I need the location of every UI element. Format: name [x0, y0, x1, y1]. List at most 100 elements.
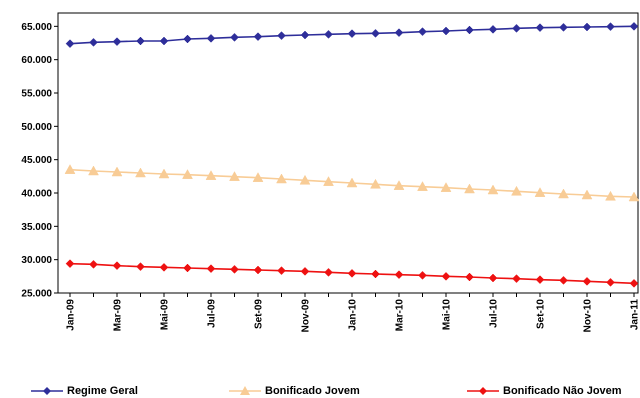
data-point-series-2	[559, 275, 568, 285]
data-point-series-1	[558, 188, 569, 199]
data-point-series-0	[183, 34, 192, 44]
data-point-series-2	[512, 274, 521, 284]
data-point-series-1	[135, 167, 146, 178]
y-tick-label: 35.000	[21, 222, 52, 233]
data-point-series-2	[183, 263, 192, 273]
data-point-series-0	[347, 29, 357, 39]
legend-item: Regime Geral	[30, 384, 138, 398]
x-tick-label: Mai-10	[442, 299, 453, 331]
data-point-series-2	[371, 269, 380, 279]
data-point-series-2	[394, 270, 404, 280]
data-point-series-2	[277, 266, 286, 276]
legend-label: Regime Geral	[67, 385, 138, 397]
data-point-series-0	[441, 26, 451, 36]
x-tick-label: Mar-10	[395, 299, 406, 332]
data-point-series-0	[559, 22, 568, 32]
data-point-series-0	[582, 22, 592, 32]
data-point-series-0	[230, 32, 239, 42]
data-point-series-1	[534, 187, 546, 197]
y-tick-label: 50.000	[21, 122, 52, 133]
data-point-series-1	[487, 184, 499, 195]
data-point-series-0	[606, 22, 615, 32]
x-tick-label: Jan-09	[66, 299, 77, 331]
data-point-series-2	[535, 275, 545, 285]
y-tick-label: 25.000	[21, 289, 52, 300]
data-point-series-1	[299, 174, 311, 185]
data-point-series-1	[158, 168, 170, 179]
data-point-series-0	[253, 32, 263, 42]
data-point-series-2	[65, 259, 75, 269]
y-tick-label: 45.000	[21, 155, 52, 166]
x-tick-label: Jan-10	[348, 299, 359, 331]
legend-swatch	[467, 387, 499, 395]
data-point-series-1	[64, 164, 76, 174]
data-point-series-0	[465, 25, 474, 35]
data-point-series-2	[347, 268, 357, 278]
data-point-series-1	[393, 180, 405, 190]
data-point-series-1	[205, 170, 217, 180]
data-point-series-1	[464, 183, 475, 194]
data-point-series-2	[230, 264, 239, 274]
data-point-series-0	[136, 36, 145, 46]
data-point-series-0	[324, 29, 333, 39]
data-point-series-1	[323, 176, 334, 186]
data-point-series-1	[229, 171, 240, 181]
legend-marker	[43, 387, 51, 395]
legend: Regime Geral Bonificado Jovem Bonificado N…	[0, 384, 640, 398]
data-point-series-2	[441, 271, 451, 281]
data-point-series-2	[112, 261, 122, 271]
x-tick-label: Set-10	[536, 299, 547, 329]
data-point-series-2	[606, 277, 615, 287]
legend-item: Bonificado Jovem	[228, 384, 360, 398]
data-point-series-0	[371, 28, 380, 38]
data-point-series-2	[418, 270, 427, 280]
data-point-series-1	[581, 189, 593, 200]
data-point-series-1	[111, 166, 123, 177]
data-point-series-2	[324, 267, 333, 277]
data-point-series-2	[629, 278, 639, 288]
data-point-series-0	[535, 23, 545, 33]
x-tick-label: Set-09	[254, 299, 265, 329]
data-point-series-2	[488, 273, 498, 283]
data-point-series-0	[488, 24, 498, 34]
y-tick-label: 30.000	[21, 255, 52, 266]
data-point-series-2	[300, 266, 310, 276]
x-tick-label: Jul-10	[489, 299, 500, 328]
y-tick-label: 65.000	[21, 22, 52, 33]
legend-label: Bonificado Não Jovem	[503, 385, 622, 397]
x-tick-label: Mai-09	[160, 299, 171, 331]
data-point-series-0	[159, 36, 169, 46]
data-point-series-1	[440, 182, 452, 192]
data-point-series-2	[206, 264, 216, 274]
plot-area	[57, 12, 639, 294]
data-point-series-0	[512, 23, 521, 33]
data-point-series-1	[370, 178, 381, 189]
data-point-series-0	[418, 27, 427, 37]
data-point-series-0	[629, 21, 639, 31]
y-tick-label: 60.000	[21, 55, 52, 66]
legend-swatch	[229, 386, 261, 395]
data-point-series-1	[276, 173, 287, 184]
x-tick-label: Nov-09	[301, 299, 312, 333]
data-point-series-2	[136, 262, 145, 272]
data-point-series-2	[582, 276, 592, 286]
data-point-series-0	[277, 31, 286, 41]
legend-marker	[479, 387, 487, 395]
x-tick-label: Jul-09	[207, 299, 218, 328]
data-point-series-1	[511, 185, 522, 196]
data-point-series-2	[159, 262, 169, 272]
data-point-series-0	[394, 28, 404, 38]
data-point-series-0	[65, 39, 75, 49]
data-point-series-1	[417, 181, 428, 191]
legend-label: Bonificado Jovem	[265, 385, 360, 397]
data-point-series-0	[206, 33, 216, 43]
data-point-series-2	[89, 259, 98, 269]
data-point-series-2	[253, 265, 263, 275]
x-tick-label: Jan-11	[630, 299, 640, 331]
line-chart: 25.000 30.000 35.000 40.000 45.000 50.000 55.0…	[21, 12, 640, 333]
data-point-series-0	[89, 37, 98, 47]
data-point-series-1	[628, 191, 640, 202]
data-point-series-0	[112, 37, 122, 47]
data-point-series-1	[182, 169, 193, 179]
